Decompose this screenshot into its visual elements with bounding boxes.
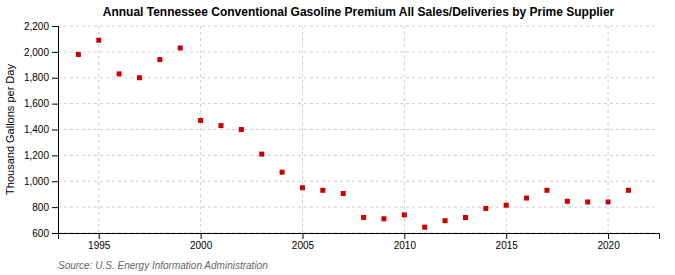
point [76,52,81,57]
point [422,225,427,230]
tick-mark [52,78,58,79]
tick: 2015 [496,233,519,251]
tick-mark [52,104,58,105]
point [606,199,611,204]
tick-label: 2015 [496,240,519,251]
tick-label: 2,200 [24,21,49,32]
tick: 1,600 [24,98,58,109]
tick-label: 600 [32,228,49,239]
point [504,203,509,208]
tick-mark [302,233,303,239]
tick: 1,000 [24,176,58,187]
plot: 1995 2000 2005 2010 2015 2020 600 800 1,000 1,200… [24,21,660,251]
tick-mark [201,233,202,239]
point [402,212,407,217]
tick-mark [506,233,507,239]
grid-line [302,26,303,233]
tick: 1,800 [24,72,58,83]
point [198,118,203,123]
tick: 600 [32,228,58,239]
point [626,188,631,193]
tick-label: 2,000 [24,47,49,58]
point [483,206,488,211]
grid-line [58,26,659,27]
tick: 2010 [394,233,417,251]
tick-mark [608,233,609,239]
point [280,170,285,175]
x-axis: 1995 2000 2005 2010 2015 2020 [59,233,660,251]
point [157,57,162,62]
tick: 2,000 [24,47,58,58]
point [259,152,264,157]
point [565,199,570,204]
source: Source: U.S. Energy Information Administ… [58,260,268,271]
grid-line [58,207,659,208]
point [381,216,386,221]
tick: 2,200 [24,21,58,32]
grid-line [200,26,201,233]
tick: 2000 [190,233,213,251]
tick: 2005 [292,233,315,251]
tick-label: 2020 [597,240,620,251]
tick: 1,200 [24,150,58,161]
tick-mark [52,130,58,131]
point [361,215,366,220]
grid-line [98,26,99,233]
tick-label: 1,600 [24,98,49,109]
grid [58,26,659,233]
point [585,199,590,204]
point [320,188,325,193]
points [76,38,631,230]
point [117,71,122,76]
point [96,38,101,43]
point [544,188,549,193]
tick-mark [52,207,58,208]
tick-mark [52,155,58,156]
tick-mark [52,26,58,27]
tick-label: 1,800 [24,72,49,83]
tick-label: 800 [32,202,49,213]
point [178,45,183,50]
grid-line [58,103,659,104]
point [300,185,305,190]
y-axis-title: Thousand Gallons per Day [4,64,16,195]
tick: 1995 [88,233,111,251]
tick-mark [52,181,58,182]
tick: 2020 [597,233,620,251]
grid-line [506,26,507,233]
point [341,191,346,196]
grid-line [58,77,659,78]
tick-label: 2005 [292,240,315,251]
tick: 800 [32,202,58,213]
grid-line [58,129,659,130]
grid-line [58,155,659,156]
title: Annual Tennessee Conventional Gasoline P… [103,5,615,19]
grid-line [58,51,659,52]
tick: 1,400 [24,124,58,135]
tick-mark [52,233,58,234]
y-axis: 600 800 1,000 1,200 1,400 1,600 1,800 2,000 2,20… [24,21,59,239]
grid-line [58,181,659,182]
tick-label: 1995 [88,240,111,251]
tick-mark [99,233,100,239]
tick-label: 1,400 [24,124,49,135]
grid-line [404,26,405,233]
point [239,127,244,132]
axis-line [52,27,59,234]
point [443,218,448,223]
tick-label: 1,000 [24,176,49,187]
tick-mark [52,52,58,53]
tick-label: 2010 [394,240,417,251]
point [137,75,142,80]
point [218,123,223,128]
chart: 1995 2000 2005 2010 2015 2020 600 800 1,000 1,200… [0,0,675,275]
point [463,215,468,220]
point [524,196,529,201]
tick-mark [404,233,405,239]
axis-line [59,234,660,240]
tick-label: 1,200 [24,150,49,161]
tick-label: 2000 [190,240,213,251]
